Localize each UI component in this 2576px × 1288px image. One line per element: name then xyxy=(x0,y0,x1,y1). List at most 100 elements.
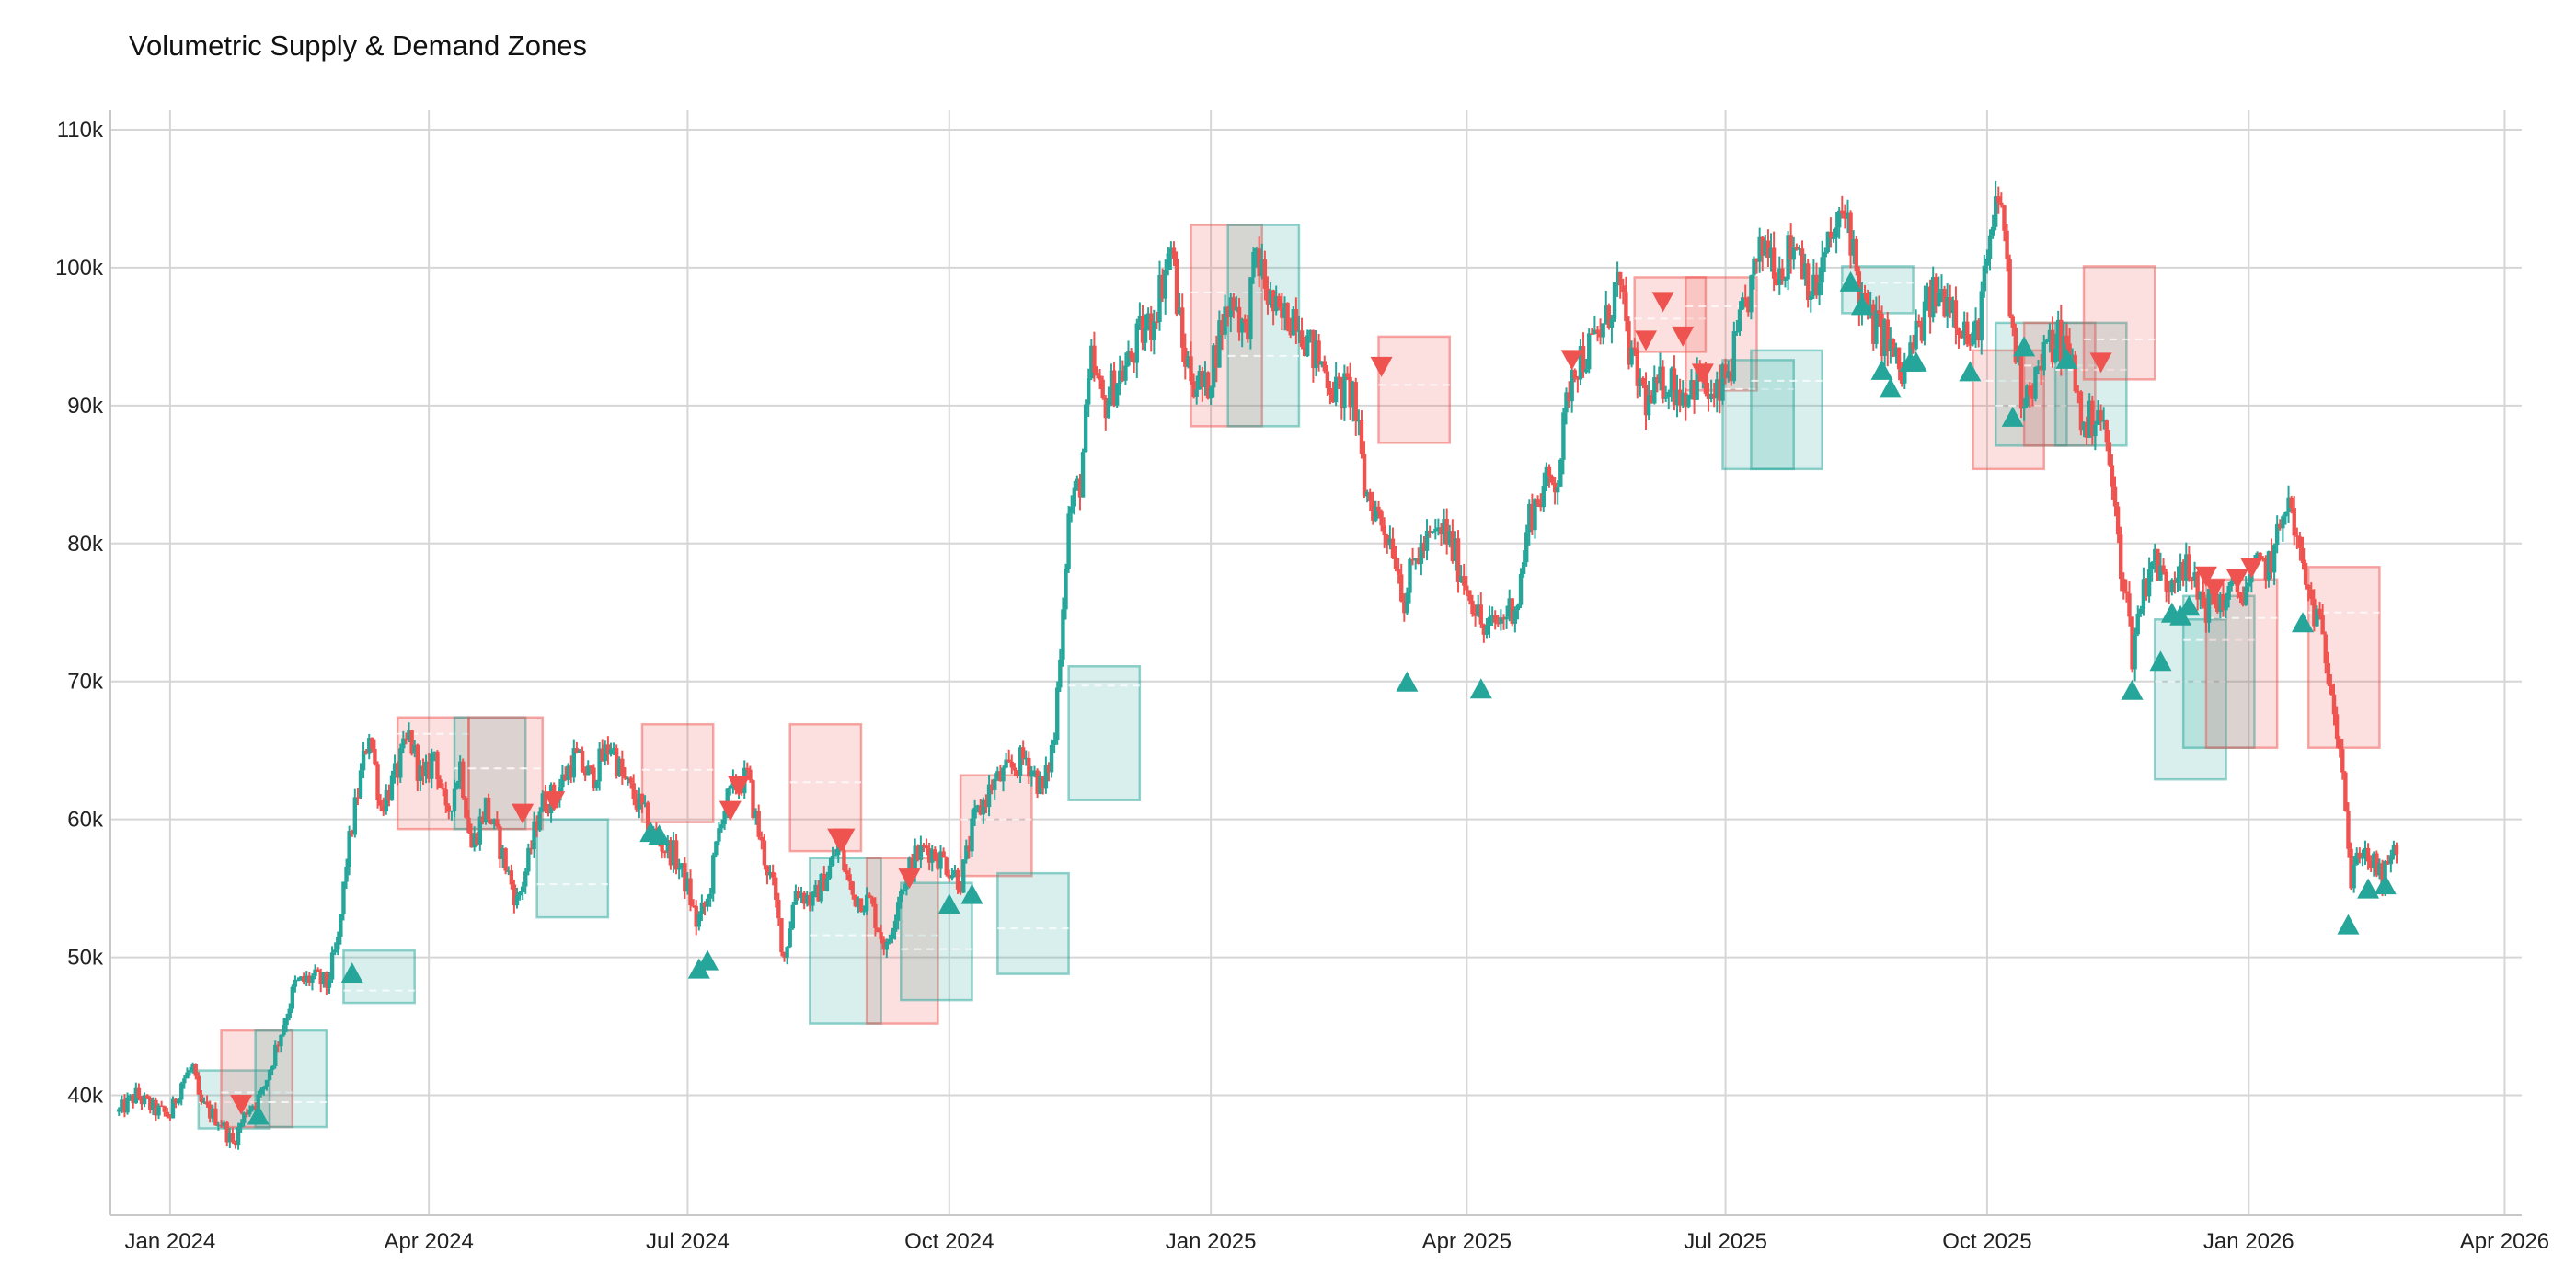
buy-signal-triangle xyxy=(2292,612,2315,633)
supply-zone xyxy=(865,857,939,1025)
candle-body xyxy=(639,793,645,805)
candle-body xyxy=(2300,547,2306,564)
candle-body xyxy=(2010,316,2015,328)
candle-body xyxy=(261,1087,267,1090)
candle-body xyxy=(941,851,946,858)
candle-body xyxy=(1191,381,1196,397)
candle-body xyxy=(580,750,585,772)
candle-body xyxy=(165,1111,170,1117)
candle-body xyxy=(432,751,437,754)
candle-body xyxy=(1743,297,1748,299)
candle-body xyxy=(2172,579,2178,583)
candle-body xyxy=(443,789,448,806)
candle-body xyxy=(222,1122,226,1127)
candle-body xyxy=(2084,421,2089,438)
candle-body xyxy=(148,1098,153,1110)
candle-body xyxy=(1368,491,1373,502)
candle-body xyxy=(2178,562,2183,578)
candle-body xyxy=(1780,268,1785,280)
candle-body xyxy=(321,972,327,985)
candle-body xyxy=(1643,384,1649,416)
candle-body xyxy=(1197,371,1202,390)
sell-signal-triangle xyxy=(728,776,751,797)
candle-body xyxy=(1444,518,1449,545)
candle-body xyxy=(1871,304,1876,344)
candle-body xyxy=(1160,274,1165,299)
candle-body xyxy=(2394,845,2399,855)
candle-body xyxy=(2050,329,2055,362)
candle-body xyxy=(2070,354,2075,357)
candle-body xyxy=(373,749,377,765)
candle-body xyxy=(420,765,426,776)
candle-body xyxy=(339,914,343,937)
candle-body xyxy=(1547,466,1552,477)
candle-body xyxy=(1439,527,1443,535)
candle-body xyxy=(2292,507,2296,536)
candle-body xyxy=(691,905,696,907)
candle-body xyxy=(850,881,855,895)
candle-body xyxy=(1837,210,1842,228)
candle-body xyxy=(1760,236,1765,256)
candle-body xyxy=(1530,503,1535,531)
candle-body xyxy=(316,969,320,972)
candle-body xyxy=(1234,306,1239,311)
candle-body xyxy=(1672,368,1677,406)
candle-body xyxy=(915,845,920,860)
candle-body xyxy=(2149,562,2155,570)
candle-body xyxy=(1927,286,1933,318)
candle-body xyxy=(1376,506,1381,512)
candle-body xyxy=(185,1072,190,1079)
candle-body xyxy=(1174,259,1179,315)
candle-body xyxy=(2286,497,2291,512)
candle-body xyxy=(1646,395,1651,416)
candle-body xyxy=(707,893,713,899)
candle-body xyxy=(1362,454,1367,497)
sell-signal-triangle xyxy=(833,828,856,849)
buy-signal-triangle xyxy=(2149,650,2172,672)
candle-body xyxy=(361,750,366,771)
candle-body xyxy=(626,777,630,779)
candle-body xyxy=(1650,395,1654,404)
candle-body xyxy=(683,863,687,892)
candle-body xyxy=(341,881,346,914)
candle-body xyxy=(2146,569,2152,597)
candle-body xyxy=(2360,857,2365,859)
candle-body xyxy=(560,774,565,788)
candle-body xyxy=(1851,238,1856,256)
candle-body xyxy=(1189,356,1193,382)
candle-body xyxy=(2346,811,2351,849)
candle-body xyxy=(2047,329,2053,340)
candle-body xyxy=(2315,608,2319,627)
candle-body xyxy=(1137,316,1143,324)
candle-body xyxy=(918,845,924,860)
candle-body xyxy=(1149,313,1154,340)
candle-body xyxy=(1089,345,1094,379)
candle-body xyxy=(324,972,329,988)
candle-body xyxy=(1467,590,1472,601)
candle-body xyxy=(117,1109,121,1112)
candle-body xyxy=(1168,247,1174,254)
candle-body xyxy=(1575,378,1581,380)
candle-body xyxy=(142,1095,147,1105)
candle-body xyxy=(1896,347,1902,370)
candle-body xyxy=(1155,321,1159,323)
candle-body xyxy=(728,785,732,789)
candle-body xyxy=(845,870,849,875)
candle-body xyxy=(1364,491,1370,497)
candle-body xyxy=(201,1101,207,1103)
buy-signal-triangle xyxy=(2055,348,2078,369)
demand-zone xyxy=(1750,349,1823,471)
demand-zone xyxy=(996,871,1070,975)
candle-body xyxy=(1794,246,1800,250)
candle-body xyxy=(125,1097,130,1113)
candle-body xyxy=(1971,332,1975,345)
candle-body xyxy=(770,872,776,878)
candle-body xyxy=(1893,347,1899,357)
candle-body xyxy=(1311,329,1316,369)
candle-body xyxy=(1382,525,1386,536)
sell-signal-triangle xyxy=(1635,330,1658,351)
candle-body xyxy=(2372,853,2376,869)
candle-body xyxy=(790,904,795,929)
candle-body xyxy=(1692,380,1696,400)
candle-body xyxy=(1333,376,1339,403)
